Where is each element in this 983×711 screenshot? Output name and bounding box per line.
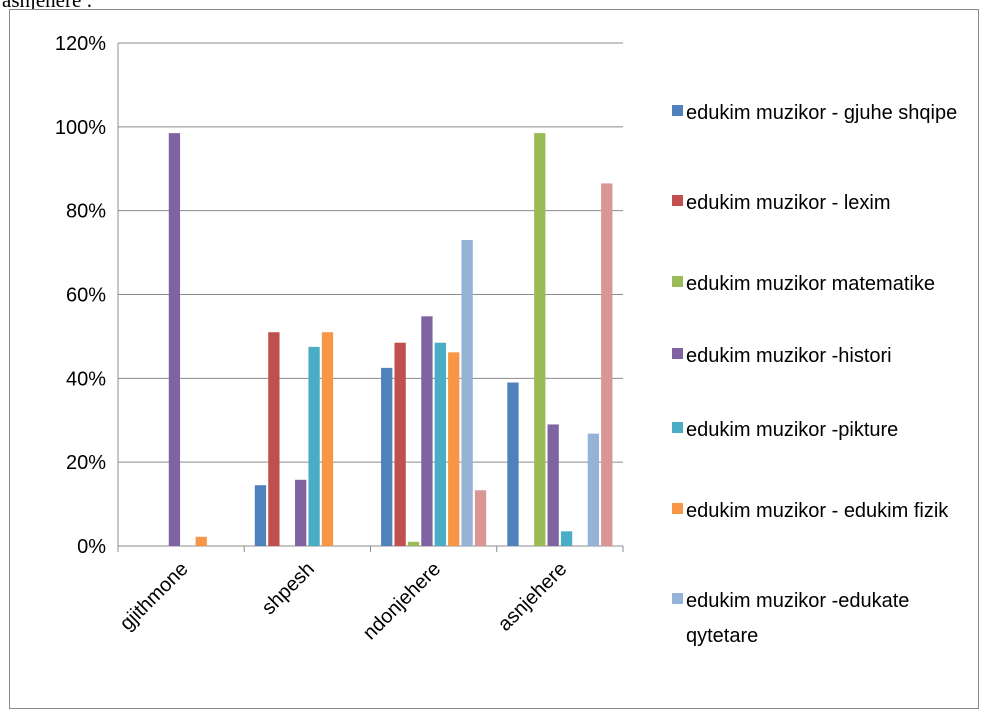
bar (381, 367, 393, 546)
legend-swatch (672, 276, 683, 287)
legend-label: edukim muzikor - gjuhe shqipe (686, 102, 958, 124)
y-tick-label: 40% (66, 368, 106, 390)
legend-label: edukim muzikor -pikture (686, 419, 899, 441)
legend-swatch (672, 422, 683, 433)
bar (601, 183, 613, 546)
bar (268, 332, 280, 546)
category-label: shpesh (258, 558, 319, 619)
y-tick-label: 80% (66, 201, 106, 223)
legend-label: edukim muzikor -edukate qytetare (686, 590, 910, 647)
legend-label: edukim muzikor -histori (686, 345, 892, 367)
bar (308, 346, 320, 546)
bar (407, 541, 420, 546)
legend-label: edukim muzikor - lexim (686, 192, 891, 214)
bar (421, 316, 433, 546)
legend-swatch (672, 593, 683, 604)
category-label: ndonjehere (359, 558, 445, 644)
bar (295, 479, 307, 546)
bar (534, 133, 546, 546)
category-label: gjithmone (116, 558, 193, 635)
y-tick-label: 100% (55, 117, 106, 139)
bar (560, 531, 573, 546)
bar (587, 433, 600, 546)
bar-chart: 0% 20% 40% 60% 80% 100% 120% gjithmone shpesh ndo… (55, 33, 624, 644)
y-tick-label: 20% (66, 452, 106, 474)
y-tick-label: 60% (66, 285, 106, 307)
chart-area: 0% 20% 40% 60% 80% 100% 120% gjithmone shpesh ndo… (9, 9, 979, 709)
bar (394, 342, 406, 546)
legend-label: edukim muzikor - edukim fizik (686, 500, 949, 522)
y-tick-label: 0% (77, 536, 106, 558)
bar (474, 490, 487, 546)
legend-swatch (672, 105, 683, 116)
legend-swatch (672, 195, 683, 206)
bar (507, 382, 519, 546)
bar (448, 352, 460, 546)
bar (321, 332, 334, 546)
bar (547, 424, 559, 546)
bar (168, 133, 181, 546)
legend-label: edukim muzikor matematike (686, 273, 935, 295)
bar (434, 342, 446, 546)
legend-swatch (672, 503, 683, 514)
bar (461, 240, 473, 546)
legend-swatch (672, 348, 683, 359)
bar (195, 536, 207, 546)
bar (254, 485, 267, 546)
y-tick-label: 120% (55, 33, 106, 55)
category-label: asnjehere (494, 558, 572, 636)
